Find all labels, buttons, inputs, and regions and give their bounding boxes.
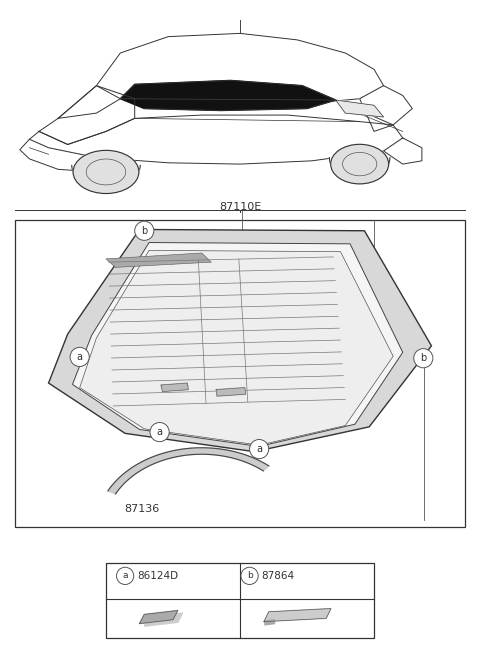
Polygon shape xyxy=(72,242,403,447)
Ellipse shape xyxy=(117,567,134,584)
Polygon shape xyxy=(29,115,403,164)
Ellipse shape xyxy=(241,567,258,584)
Polygon shape xyxy=(48,229,432,452)
Text: 87864: 87864 xyxy=(262,571,295,581)
Polygon shape xyxy=(120,81,336,111)
Text: a: a xyxy=(156,427,163,437)
Polygon shape xyxy=(39,86,135,145)
Polygon shape xyxy=(265,620,275,625)
Polygon shape xyxy=(58,86,120,119)
Polygon shape xyxy=(72,166,140,187)
Polygon shape xyxy=(264,608,331,622)
Bar xyxy=(106,563,374,638)
Text: b: b xyxy=(420,353,426,364)
Text: 87136: 87136 xyxy=(124,504,159,514)
Polygon shape xyxy=(336,100,384,117)
Polygon shape xyxy=(80,250,393,445)
Polygon shape xyxy=(140,610,178,624)
Polygon shape xyxy=(329,158,390,181)
Polygon shape xyxy=(216,388,246,396)
Text: 86124D: 86124D xyxy=(137,571,178,581)
Ellipse shape xyxy=(70,347,89,367)
Text: a: a xyxy=(122,571,128,580)
Polygon shape xyxy=(161,383,188,392)
Polygon shape xyxy=(106,253,211,267)
Polygon shape xyxy=(144,613,182,626)
Text: b: b xyxy=(247,571,252,580)
Bar xyxy=(15,219,465,527)
Polygon shape xyxy=(20,140,96,172)
Polygon shape xyxy=(96,33,384,105)
Ellipse shape xyxy=(150,422,169,441)
Text: 87131E: 87131E xyxy=(305,339,347,349)
Text: 87110E: 87110E xyxy=(219,202,261,212)
Ellipse shape xyxy=(331,144,389,184)
Ellipse shape xyxy=(135,221,154,240)
Text: a: a xyxy=(77,352,83,362)
Polygon shape xyxy=(108,448,269,494)
Ellipse shape xyxy=(414,348,433,368)
Polygon shape xyxy=(384,138,422,164)
Ellipse shape xyxy=(250,440,269,458)
Text: b: b xyxy=(141,226,147,236)
Text: a: a xyxy=(256,444,262,454)
Ellipse shape xyxy=(73,151,139,193)
Polygon shape xyxy=(360,86,412,132)
